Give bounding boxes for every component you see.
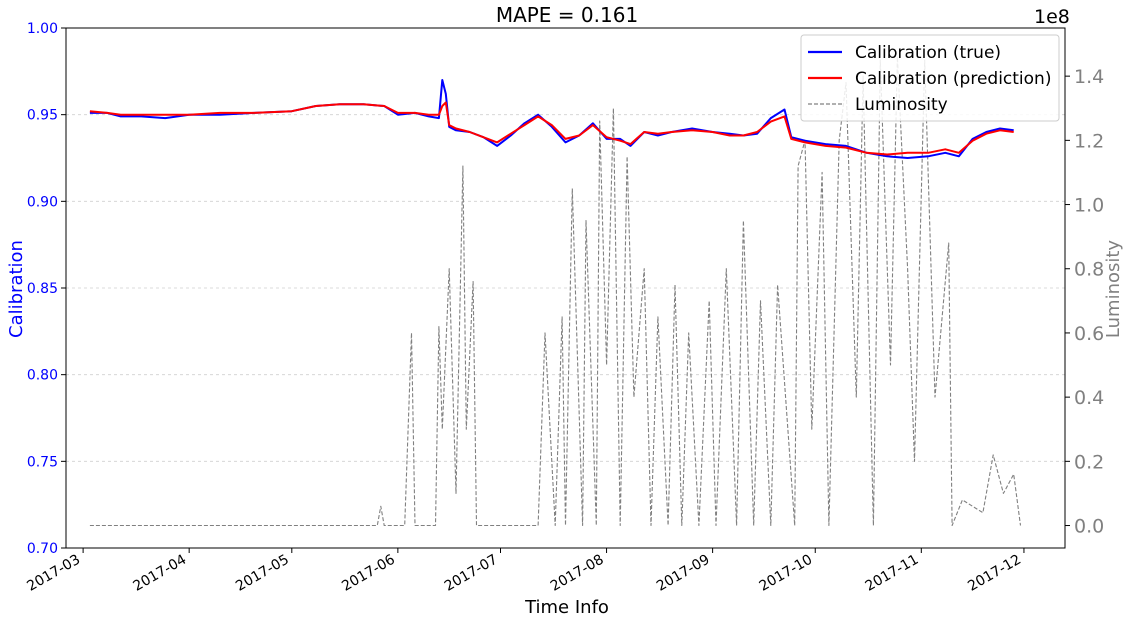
legend-label: Calibration (true) [855,43,1001,63]
right-tick-label: 0.4 [1074,387,1104,409]
x-tick-label: 2017-08 [548,552,607,595]
x-axis: 2017-03 2017-04 2017-05 2017-06 2017-07 2017-… [24,548,1025,595]
x-tick-label: 2017-05 [233,552,292,595]
series-line-luminosity [89,56,1022,527]
left-tick-label: 0.90 [27,194,58,210]
x-tick-label: 2017-04 [131,552,190,595]
chart-title: MAPE = 0.161 [496,3,638,27]
series-line-calibration-prediction [89,101,1014,156]
right-tick-label: 0.8 [1074,259,1104,281]
right-tick-label: 0.0 [1074,516,1104,538]
x-tick-label: 2017-07 [442,552,501,595]
y-axis-label-left: Calibration [6,240,27,338]
x-tick-label: 2017-11 [863,552,922,595]
right-axis-exponent: 1e8 [1034,6,1070,28]
legend-box [800,34,1060,122]
luminosity-layer [89,56,1022,527]
legend: Calibration (true) Calibration (predictio… [800,34,1060,122]
legend-label: Luminosity [855,95,948,115]
left-tick-label: 0.75 [27,454,58,470]
right-tick-label: 1.0 [1074,195,1104,217]
left-tick-label: 0.85 [27,281,58,297]
left-tick-label: 1.00 [27,21,58,37]
y-axis-label-right: Luminosity [1103,240,1124,339]
right-tick-label: 0.2 [1074,451,1104,473]
x-tick-label: 2017-10 [757,552,816,595]
x-tick-label: 2017-09 [654,552,713,595]
left-tick-label: 0.95 [27,108,58,124]
legend-label: Calibration (prediction) [855,69,1051,89]
right-axis: 0.0 0.2 0.4 0.6 0.8 1.0 1.2 1.4 [1065,66,1104,538]
right-tick-label: 0.6 [1074,323,1104,345]
right-tick-label: 1.4 [1074,66,1104,88]
x-axis-label: Time Info [524,597,609,618]
x-tick-label: 2017-03 [24,552,83,595]
left-tick-label: 0.70 [27,541,58,557]
calibration-layer [89,79,1014,159]
x-tick-label: 2017-06 [339,552,398,595]
x-tick-label: 2017-12 [965,552,1024,595]
right-tick-label: 1.2 [1074,130,1104,152]
left-axis: 0.70 0.75 0.80 0.85 0.90 0.95 1.00 [27,21,66,557]
left-tick-label: 0.80 [27,368,58,384]
